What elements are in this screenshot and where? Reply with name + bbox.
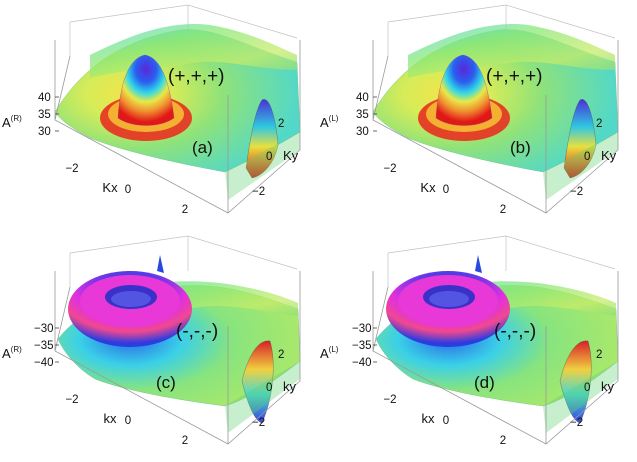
bounding-box-front [54,271,301,445]
surface-plot-c: −30 −35 −40 A(R) −2 0 2 kx 2 0 −2 ky (-,-,-) (c) [2,235,301,447]
bounding-box-front [372,40,619,214]
z-tick-label: 30 [38,126,51,138]
z-axis-label: A(L) [320,345,339,361]
x-tick-label: 2 [500,435,506,447]
y-axis-label: Ky [601,148,617,163]
y-axis-label: Ky [283,148,299,163]
z-tick-label: −35 [352,340,372,352]
y-tick-label: 2 [596,349,602,361]
z-tick-label: 35 [38,109,51,121]
sign-label: (+,+,+) [486,66,543,87]
y-tick-label: −2 [570,417,583,429]
z-tick-label: −40 [352,357,372,369]
z-tick-label: −40 [34,357,54,369]
right-edge-feature [563,99,597,179]
y-tick-label: 0 [584,151,590,163]
x-axis-label: Kx [102,180,118,195]
y-tick-label: 2 [278,349,284,361]
x-tick-label: −2 [383,163,396,175]
side-wall [543,132,618,200]
side-wall [225,132,300,200]
z-axis-label: A(R) [2,345,22,361]
y-axis-label: ky [283,379,297,394]
z-tick-label: −35 [34,340,54,352]
z-axis-label: A(L) [320,114,339,130]
z-tick-label: 40 [356,92,369,104]
y-tick-label: −2 [570,186,583,198]
torus-hole-inner [111,291,151,307]
side-wall [225,361,300,433]
x-tick-label: 2 [182,435,188,447]
x-axis-label: kx [104,411,118,426]
y-tick-label: 2 [278,118,284,130]
z-tick-label: −30 [34,323,54,335]
panel-a: 40 35 30 A(R) −2 0 2 Kx 2 0 −2 Ky (+,+,+) (a) [0,0,318,231]
back-spike [157,255,164,273]
panel-label: (b) [510,138,531,157]
panel-d: −30 −35 −40 A(L) −2 0 2 kx 2 0 −2 ky (-,-,-) (d) [318,231,636,462]
panel-label: (a) [192,138,213,157]
central-peak [117,54,175,126]
surface-plot-a: 40 35 30 A(R) −2 0 2 Kx 2 0 −2 Ky (+,+,+) (a) [2,4,301,216]
sign-label: (-,-,-) [494,321,536,342]
bounding-box-front [54,40,301,214]
y-tick-label: 0 [266,151,272,163]
x-tick-label: 0 [125,184,131,196]
x-tick-label: −2 [65,163,78,175]
bounding-box-back [387,235,616,287]
surface-plot-b: 40 35 30 A(L) −2 0 2 Kx 2 0 −2 Ky (+,+,+) (b) [320,4,619,216]
sign-label: (-,-,-) [176,321,218,342]
x-tick-label: 2 [182,204,188,216]
bounding-box-front [372,271,619,445]
sign-label: (+,+,+) [168,66,225,87]
panel-label: (c) [156,373,176,392]
surface-plot-d: −30 −35 −40 A(L) −2 0 2 kx 2 0 −2 ky (-,-,-) (d) [320,235,619,447]
x-tick-label: −2 [65,394,78,406]
torus-hole-inner [429,291,469,307]
back-spike [475,255,482,273]
y-tick-label: 0 [266,382,272,394]
y-tick-label: 0 [584,382,590,394]
z-tick-label: 30 [356,126,369,138]
x-axis-label: Kx [420,180,436,195]
x-tick-label: 0 [125,415,131,427]
panel-c: −30 −35 −40 A(R) −2 0 2 kx 2 0 −2 ky (-,-,-) (c) [0,231,318,462]
z-tick-label: 35 [356,109,369,121]
x-tick-label: 0 [443,415,449,427]
y-tick-label: −2 [252,417,265,429]
x-tick-label: −2 [383,394,396,406]
x-tick-label: 2 [500,204,506,216]
y-axis-label: ky [601,379,615,394]
z-axis-label: A(R) [2,114,22,130]
bounding-box-back [69,235,298,287]
side-wall [543,361,618,433]
panel-b: 40 35 30 A(L) −2 0 2 Kx 2 0 −2 Ky (+,+,+) (b) [318,0,636,231]
central-peak [435,54,493,126]
x-tick-label: 0 [443,184,449,196]
panel-label: (d) [474,373,495,392]
right-edge-feature [559,340,592,424]
right-edge-feature [245,99,279,179]
z-tick-label: −30 [352,323,372,335]
y-tick-label: −2 [252,186,265,198]
z-tick-label: 40 [38,92,51,104]
right-edge-feature [241,340,274,424]
x-axis-label: kx [422,411,436,426]
y-tick-label: 2 [596,118,602,130]
